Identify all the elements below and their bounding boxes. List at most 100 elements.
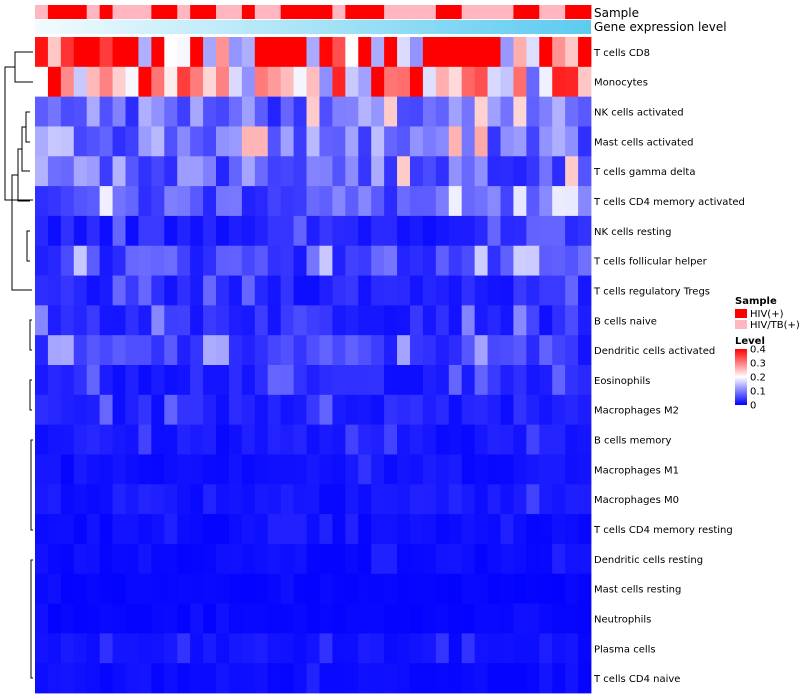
heatmap-cell: [474, 365, 488, 396]
heatmap-cell: [448, 275, 463, 306]
heatmap-cell: [306, 633, 320, 664]
heatmap-cell: [461, 66, 476, 98]
heatmap-cell: [241, 37, 256, 68]
heatmap-cell: [35, 484, 49, 515]
heatmap-cell: [99, 454, 113, 485]
heatmap-cell: [397, 484, 411, 515]
heatmap-cell: [35, 215, 49, 247]
heatmap-cell: [241, 394, 256, 426]
heatmap-cell: [125, 96, 139, 127]
heatmap-cell: [384, 394, 398, 426]
heatmap-cell: [190, 365, 204, 396]
heatmap-cell: [319, 126, 333, 157]
heatmap-cell: [35, 424, 49, 455]
heatmap-cell: [254, 66, 269, 98]
heatmap-cell: [371, 514, 385, 545]
heatmap-cell: [151, 514, 165, 545]
heatmap-cell: [319, 275, 333, 306]
heatmap-cell: [125, 156, 139, 187]
level-legend: Level 0.4 0.3 0.2 0.1 0: [735, 336, 766, 412]
heatmap-cell: [35, 156, 49, 187]
sample-annotation-cell: [345, 5, 359, 19]
heatmap-cell: [474, 424, 488, 455]
heatmap-cell: [487, 186, 501, 217]
heatmap-cell: [513, 275, 527, 306]
heatmap-cell: [267, 37, 282, 68]
row-label: NK cells activated: [594, 108, 684, 119]
heatmap-cell: [138, 663, 152, 694]
heatmap-cell: [293, 365, 307, 396]
heatmap-cell: [203, 424, 217, 455]
heatmap-cell: [216, 454, 230, 485]
heatmap-cell: [73, 275, 88, 306]
heatmap-cell: [60, 394, 75, 426]
heatmap-cell: [435, 543, 450, 575]
heatmap-cell: [578, 96, 592, 127]
heatmap-cell: [565, 394, 579, 426]
heatmap-cell: [539, 424, 553, 455]
heatmap-cell: [513, 335, 527, 366]
heatmap-cell: [358, 454, 372, 485]
heatmap-cell: [228, 66, 243, 98]
heatmap-cell: [435, 573, 450, 604]
heatmap-cell: [203, 156, 217, 187]
heatmap-cell: [293, 37, 307, 68]
heatmap-cell: [47, 394, 62, 426]
heatmap-cell: [190, 245, 204, 276]
heatmap-cell: [254, 305, 269, 336]
heatmap-cell: [280, 275, 294, 306]
heatmap-cell: [177, 215, 191, 247]
heatmap-cell: [565, 335, 579, 366]
heatmap-cell: [60, 424, 75, 455]
sample-annotation-cell: [228, 5, 243, 19]
heatmap-cell: [332, 365, 346, 396]
sample-annotation-cell: [293, 5, 307, 19]
heatmap-cell: [371, 365, 385, 396]
heatmap-cell: [461, 633, 476, 664]
heatmap-cell: [254, 126, 269, 157]
heatmap-cell: [539, 573, 553, 604]
heatmap-cell: [267, 603, 282, 634]
heatmap-cell: [112, 245, 126, 276]
heatmap-cell: [267, 424, 282, 455]
heatmap-cell: [397, 275, 411, 306]
heatmap-cell: [371, 454, 385, 485]
expression-annotation-bar: [35, 20, 591, 34]
heatmap-cell: [332, 573, 346, 604]
heatmap-cell: [138, 394, 152, 426]
heatmap-cell: [164, 37, 178, 68]
sample-annotation-label: Sample: [594, 6, 639, 20]
heatmap-cell: [319, 215, 333, 247]
heatmap-cell: [448, 245, 463, 276]
heatmap-cell: [280, 484, 294, 515]
heatmap-cell: [422, 543, 437, 575]
heatmap-cell: [125, 633, 139, 664]
heatmap-cell: [539, 245, 553, 276]
heatmap-cell: [474, 305, 488, 336]
heatmap-cell: [513, 245, 527, 276]
row-label: T cells regulatory Tregs: [593, 287, 710, 298]
heatmap-cell: [397, 514, 411, 545]
heatmap-cell: [60, 156, 75, 187]
heatmap-cell: [254, 156, 269, 187]
heatmap-cell: [409, 275, 424, 306]
heatmap-cell: [345, 484, 359, 515]
heatmap-cell: [73, 573, 88, 604]
heatmap-cell: [371, 484, 385, 515]
heatmap-cell: [409, 215, 424, 247]
heatmap-cell: [565, 543, 579, 575]
row-label: Monocytes: [594, 78, 648, 89]
heatmap-cell: [216, 365, 230, 396]
heatmap-cell: [47, 37, 62, 68]
heatmap-cell: [526, 394, 540, 426]
heatmap-cell: [409, 156, 424, 187]
heatmap-cell: [409, 66, 424, 98]
heatmap-cell: [254, 663, 269, 694]
heatmap-cell: [487, 215, 501, 247]
heatmap-cell: [435, 454, 450, 485]
heatmap-cell: [306, 245, 320, 276]
heatmap-cell: [474, 573, 488, 604]
heatmap-cell: [526, 603, 540, 634]
heatmap-cell: [526, 484, 540, 515]
heatmap-cell: [371, 424, 385, 455]
